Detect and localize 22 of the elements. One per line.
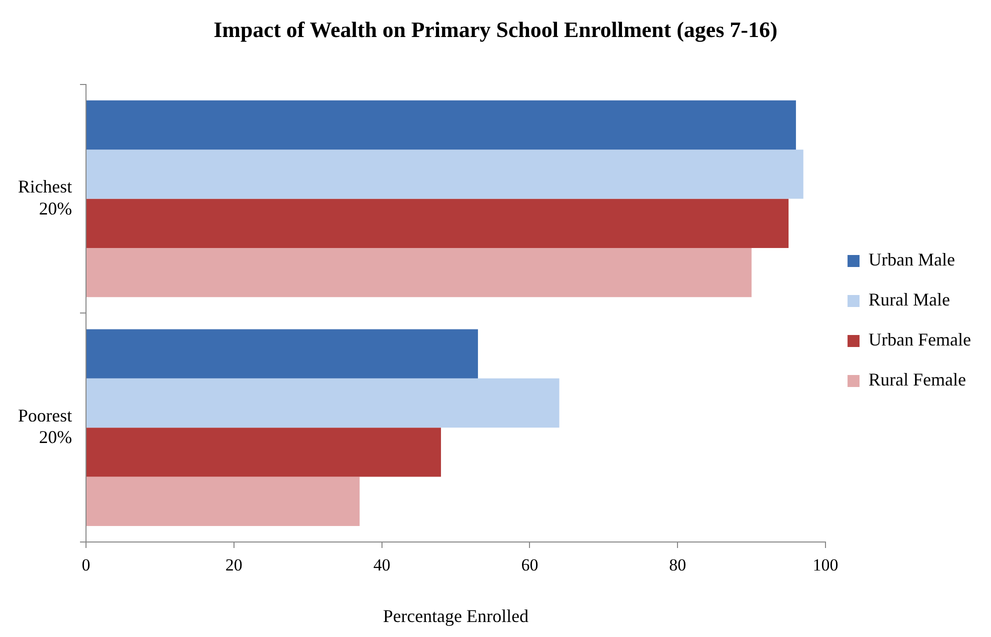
bar	[86, 248, 752, 298]
x-tick-label: 40	[373, 556, 390, 575]
bar	[86, 100, 796, 150]
legend-label: Urban Female	[868, 330, 972, 350]
x-tick-label: 80	[669, 556, 686, 575]
bar	[86, 329, 478, 378]
legend-label: Urban Male	[868, 250, 956, 270]
x-tick-label: 60	[521, 556, 538, 575]
bar	[86, 198, 789, 248]
bar	[86, 428, 441, 477]
x-axis-title: Percentage Enrolled	[383, 606, 528, 626]
legend-label: Rural Male	[868, 290, 950, 310]
chart-title: Impact of Wealth on Primary School Enrollment (ages 7-16)	[214, 16, 778, 42]
bar	[86, 476, 360, 526]
bar	[86, 378, 560, 428]
y-tick-label: Richest 20%	[18, 176, 72, 218]
x-tick-label: 100	[812, 556, 838, 575]
x-tick-label: 0	[82, 556, 90, 575]
y-tick-label: Poorest 20%	[18, 406, 72, 448]
legend-label: Rural Female	[868, 370, 966, 390]
bar	[86, 150, 804, 199]
x-tick-label: 20	[225, 556, 242, 575]
